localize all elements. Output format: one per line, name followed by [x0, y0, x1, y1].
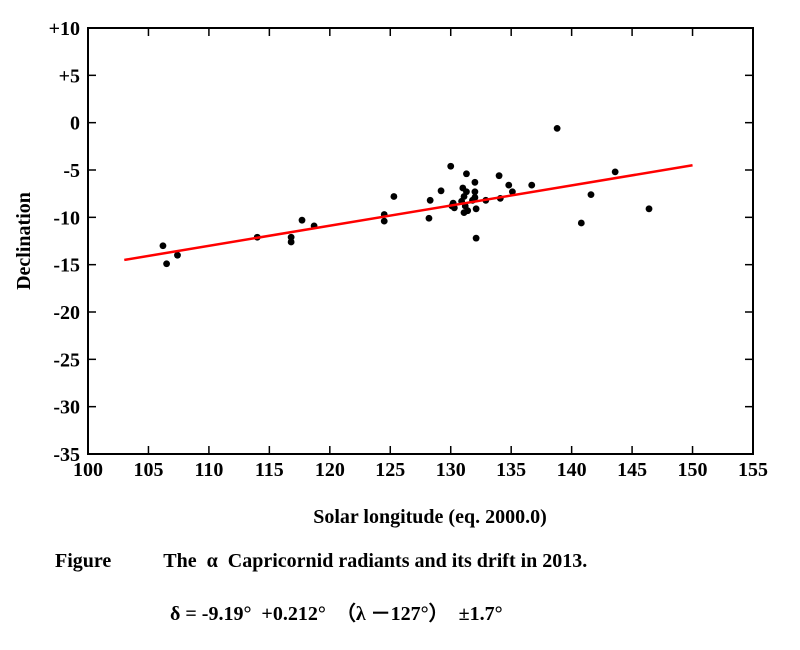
x-axis: 100 105 110 115 120 125 130 135 140 145 150 155 [73, 28, 768, 481]
radiant-point [463, 170, 470, 178]
figure-caption: Figure The α Capricornid radiants and its… [55, 550, 587, 573]
radiant-point [159, 242, 167, 250]
radiant-point [287, 238, 295, 246]
radiant-point [611, 168, 619, 176]
y-tick-label: +5 [59, 65, 80, 87]
radiant-point [287, 233, 295, 241]
y-tick-label: -20 [53, 302, 80, 324]
radiant-point [472, 205, 480, 213]
y-axis-title: Declination [13, 192, 35, 290]
y-tick-label: -25 [53, 349, 80, 371]
radiant-point [577, 219, 585, 227]
drift-line [124, 164, 693, 262]
x-tick-label: 120 [315, 459, 345, 481]
radiant-point [163, 260, 170, 268]
radiant-point [508, 188, 516, 196]
plot-frame [87, 27, 754, 455]
x-tick-label: 110 [194, 459, 223, 481]
figure-caption-text: The α Capricornid radiants and its drift… [163, 550, 588, 572]
radiant-point [553, 124, 561, 132]
radiant-point [464, 207, 472, 215]
scatter-chart: 100 105 110 115 120 125 130 135 140 145 150 155 +10… [13, 18, 768, 528]
x-tick-label: 105 [133, 459, 163, 481]
radiant-point [426, 196, 434, 204]
radiant-point [425, 214, 433, 222]
radiant-point [472, 234, 480, 242]
radiant-point [495, 172, 503, 180]
radiant-point [390, 193, 398, 200]
y-tick-label: -5 [63, 160, 80, 182]
y-tick-label: -35 [53, 444, 80, 466]
y-tick-label: -15 [53, 255, 80, 277]
figure-label: Figure [55, 550, 112, 572]
radiant-point [437, 187, 445, 195]
x-tick-label: 145 [617, 459, 647, 481]
y-tick-label: 0 [70, 113, 80, 135]
y-axis: +10 +5 0 -5 -10 -15 -20 -25 -30 -35 [49, 18, 753, 466]
drift-formula: δ = -9.19° +0.212° （λ －127°） ±1.7° [170, 603, 503, 625]
x-tick-label: 125 [375, 459, 405, 481]
radiant-point [528, 181, 536, 189]
x-axis-title: Solar longitude (eq. 2000.0) [313, 506, 547, 528]
y-tick-label: -30 [53, 397, 80, 419]
radiant-point [645, 205, 653, 213]
x-tick-label: 155 [738, 459, 768, 481]
radiant-point [505, 181, 513, 189]
x-tick-label: 130 [436, 459, 466, 481]
radiant-point [447, 162, 455, 170]
radiant-point [471, 194, 479, 201]
radiant-point [471, 188, 479, 196]
radiant-point [471, 178, 479, 186]
x-tick-label: 135 [496, 459, 526, 481]
x-tick-label: 150 [678, 459, 708, 481]
radiant-point [174, 251, 181, 259]
x-tick-label: 115 [255, 459, 284, 481]
y-tick-label: -10 [53, 207, 80, 229]
plot-area [124, 124, 693, 268]
x-tick-label: 140 [557, 459, 587, 481]
radiant-point [587, 191, 595, 199]
radiant-point [298, 216, 306, 224]
x-tick-label: 100 [73, 459, 103, 481]
radiant-point [463, 188, 470, 196]
y-tick-label: +10 [49, 18, 80, 40]
radiant-point [380, 217, 388, 225]
